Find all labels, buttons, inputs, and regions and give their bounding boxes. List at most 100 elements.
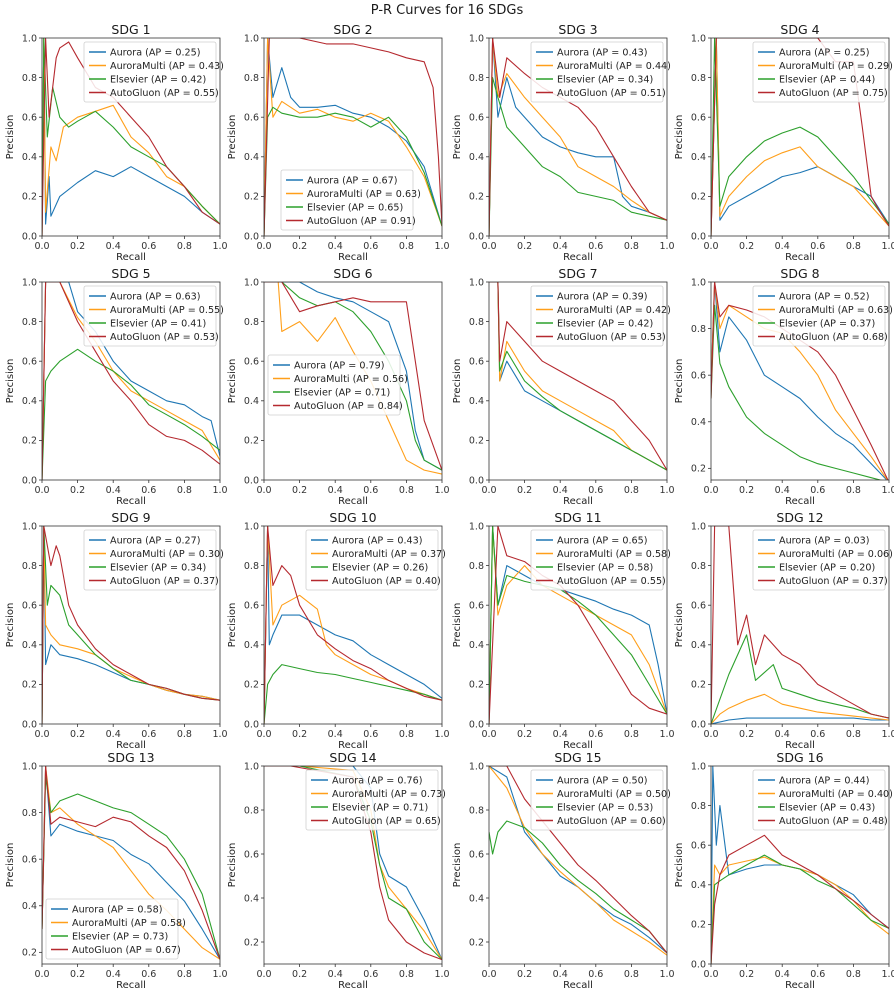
x-tick-label: 0.6 bbox=[810, 969, 825, 980]
series-line-aurora bbox=[711, 766, 889, 964]
subplot-sdg-15: SDG 15 0.0 0.2 0.4 0.6 0.8 1.0 0.2 0.4 0.6 0.8 1.0 R… bbox=[452, 750, 675, 989]
series-line-aurora bbox=[489, 38, 667, 236]
subplot-sdg-12: SDG 12 0.0 0.2 0.4 0.6 0.8 1.0 0.0 0.2 0.4 0.6 0.8 1… bbox=[674, 510, 894, 751]
x-tick-label: 0.2 bbox=[70, 241, 85, 252]
y-axis-label: Precision bbox=[5, 359, 16, 404]
series-line-auroramulti bbox=[264, 282, 442, 475]
legend-box bbox=[530, 285, 664, 347]
y-tick-label: 0.0 bbox=[22, 475, 37, 486]
legend-entry: AutoGluon (AP = 0.84) bbox=[294, 401, 403, 412]
legend-entry: AuroraMulti (AP = 0.42) bbox=[557, 305, 671, 316]
x-tick-label: 1.0 bbox=[434, 485, 449, 496]
y-tick-label: 0.2 bbox=[469, 436, 484, 447]
y-tick-label: 0.6 bbox=[691, 601, 706, 612]
x-tick-label: 0.8 bbox=[846, 969, 861, 980]
series-line-autogluon bbox=[42, 526, 220, 724]
y-tick-label: 0.0 bbox=[244, 719, 259, 730]
legend: Aurora (AP = 0.76) AuroraMulti (AP = 0.73… bbox=[305, 769, 446, 831]
series-line-aurora bbox=[711, 282, 888, 480]
y-tick-label: 1.0 bbox=[691, 277, 706, 288]
legend-box bbox=[752, 41, 886, 103]
subplot-title: SDG 8 bbox=[780, 266, 819, 281]
y-tick-label: 0.8 bbox=[469, 805, 484, 816]
axes-frame bbox=[263, 765, 443, 965]
axes-frame bbox=[488, 37, 668, 237]
x-tick-label: 1.0 bbox=[881, 485, 894, 496]
y-tick-label: 0.4 bbox=[469, 152, 484, 163]
subplot-title: SDG 6 bbox=[333, 266, 372, 281]
y-tick-label: 0.6 bbox=[469, 601, 484, 612]
legend-entry: AutoGluon (AP = 0.37) bbox=[779, 576, 888, 587]
subplot-title: SDG 9 bbox=[111, 510, 150, 525]
y-axis-label: Precision bbox=[674, 603, 685, 648]
legend-entry: AuroraMulti (AP = 0.56) bbox=[294, 374, 408, 385]
legend-box bbox=[752, 529, 886, 591]
y-tick-label: 0.2 bbox=[469, 680, 484, 691]
y-axis-label: Precision bbox=[674, 843, 685, 888]
y-tick-label: 0.6 bbox=[22, 601, 37, 612]
y-tick-label: 0.4 bbox=[22, 152, 37, 163]
curves bbox=[42, 766, 220, 960]
legend: Aurora (AP = 0.50) AuroraMulti (AP = 0.50… bbox=[530, 769, 671, 831]
y-tick-label: 1.0 bbox=[469, 33, 484, 44]
y-axis-label: Precision bbox=[452, 359, 463, 404]
legend-entry: Aurora (AP = 0.76) bbox=[332, 775, 422, 786]
legend-box bbox=[83, 41, 217, 103]
x-tick-label: 0.0 bbox=[703, 729, 718, 740]
y-tick-label: 0.6 bbox=[691, 113, 706, 124]
y-tick-label: 0.2 bbox=[244, 680, 259, 691]
y-tick-label: 0.6 bbox=[22, 357, 37, 368]
series-line-autogluon bbox=[711, 834, 889, 964]
curves bbox=[264, 526, 442, 724]
subplot-title: SDG 3 bbox=[558, 22, 597, 37]
x-tick-label: 0.0 bbox=[34, 969, 49, 980]
axes-frame bbox=[263, 525, 443, 725]
x-tick-label: 0.6 bbox=[363, 485, 378, 496]
series-line-aurora bbox=[264, 766, 442, 960]
y-tick-label: 1.0 bbox=[244, 277, 259, 288]
x-axis-label: Recall bbox=[785, 740, 815, 751]
legend-entry: AuroraMulti (AP = 0.44) bbox=[557, 61, 671, 72]
y-tick-label: 0.4 bbox=[244, 152, 259, 163]
series-line-aurora bbox=[42, 766, 220, 960]
y-tick-label: 0.8 bbox=[469, 73, 484, 84]
y-tick-label: 0.6 bbox=[244, 113, 259, 124]
axes-frame bbox=[488, 281, 668, 481]
legend-box bbox=[280, 169, 414, 231]
series-line-aurora bbox=[264, 526, 442, 724]
x-tick-label: 0.6 bbox=[141, 485, 156, 496]
y-axis-label: Precision bbox=[227, 603, 238, 648]
subplot-sdg-6: SDG 6 0.0 0.2 0.4 0.6 0.8 1.0 0.0 0.2 0.4 0.6 0.8 1.… bbox=[227, 266, 450, 507]
x-tick-label: 0.4 bbox=[775, 729, 790, 740]
x-tick-label: 0.4 bbox=[106, 241, 121, 252]
legend-entry: AutoGluon (AP = 0.48) bbox=[779, 816, 888, 827]
subplot-sdg-16: SDG 16 0.0 0.2 0.4 0.6 0.8 1.0 0.0 0.2 0.4 0.6 0.8 1… bbox=[674, 750, 894, 989]
y-tick-label: 0.6 bbox=[244, 357, 259, 368]
subplot-title: SDG 16 bbox=[776, 750, 823, 765]
y-tick-label: 0.4 bbox=[469, 396, 484, 407]
y-tick-label: 0.4 bbox=[22, 901, 37, 912]
y-tick-label: 0.0 bbox=[691, 959, 706, 970]
x-tick-label: 0.4 bbox=[328, 969, 343, 980]
legend-box bbox=[305, 769, 439, 831]
y-tick-label: 0.2 bbox=[22, 436, 37, 447]
series-line-elsevier bbox=[42, 348, 220, 480]
x-tick-label: 0.4 bbox=[553, 241, 568, 252]
y-tick-label: 1.0 bbox=[22, 521, 37, 532]
x-tick-label: 0.6 bbox=[810, 485, 825, 496]
legend: Aurora (AP = 0.39) AuroraMulti (AP = 0.42… bbox=[530, 285, 671, 347]
x-axis-label: Recall bbox=[338, 252, 368, 263]
y-tick-label: 0.0 bbox=[22, 719, 37, 730]
y-tick-label: 0.8 bbox=[22, 561, 37, 572]
y-axis-label: Precision bbox=[227, 359, 238, 404]
y-tick-label: 0.8 bbox=[244, 805, 259, 816]
y-axis-label: Precision bbox=[5, 115, 16, 160]
y-tick-label: 0.6 bbox=[244, 849, 259, 860]
legend-entry: AutoGluon (AP = 0.91) bbox=[307, 216, 416, 227]
x-axis-label: Recall bbox=[338, 980, 368, 989]
x-tick-label: 0.8 bbox=[624, 969, 639, 980]
legend-entry: AutoGluon (AP = 0.40) bbox=[332, 576, 441, 587]
legend-entry: AutoGluon (AP = 0.51) bbox=[557, 88, 666, 99]
curves bbox=[711, 766, 889, 964]
curves bbox=[489, 282, 667, 471]
